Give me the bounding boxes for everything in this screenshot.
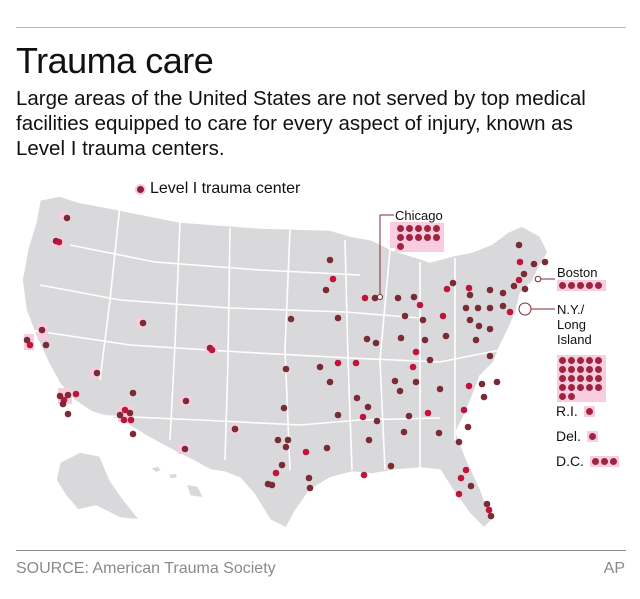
inset-del-label: Del.	[556, 428, 581, 444]
top-rule	[16, 27, 626, 28]
page-subtitle: Large areas of the United States are not…	[16, 87, 586, 160]
us-map	[21, 195, 555, 529]
inset-boston-label: Boston	[557, 265, 598, 280]
inset-delaware: Del.	[556, 428, 598, 444]
inset-ny-label-line2: Long	[557, 317, 586, 332]
inset-dc: D.C.	[556, 453, 619, 469]
inset-new-york-long-island: N.Y./ Long Island	[557, 302, 606, 402]
inset-ny-dots	[557, 355, 606, 402]
inset-dc-dots	[590, 455, 619, 467]
inset-ri-label: R.I.	[556, 403, 578, 419]
inset-ny-label-line3: Island	[557, 332, 592, 347]
source-note: SOURCE: American Trauma Society	[16, 560, 276, 577]
inset-chicago: Chicago	[395, 208, 444, 252]
credit-ap: AP	[603, 560, 625, 577]
inset-chicago-label: Chicago	[395, 208, 443, 223]
inset-del-dots	[586, 430, 598, 442]
inset-ny-label-line1: N.Y./	[557, 302, 585, 317]
state-borders	[29, 204, 501, 471]
trauma-center-marker-icon	[137, 185, 144, 193]
inset-chicago-dots	[395, 223, 444, 252]
map-legend: Level I trauma center	[137, 180, 300, 198]
page-title: Trauma care	[16, 40, 214, 81]
inset-rhode-island: R.I.	[556, 403, 595, 419]
inset-ri-dots	[583, 405, 595, 417]
inset-boston: Boston	[557, 265, 606, 291]
bottom-rule	[16, 550, 626, 551]
inset-dc-label: D.C.	[556, 453, 584, 469]
legend-label: Level I trauma center	[150, 180, 301, 197]
inset-boston-dots	[557, 280, 606, 291]
